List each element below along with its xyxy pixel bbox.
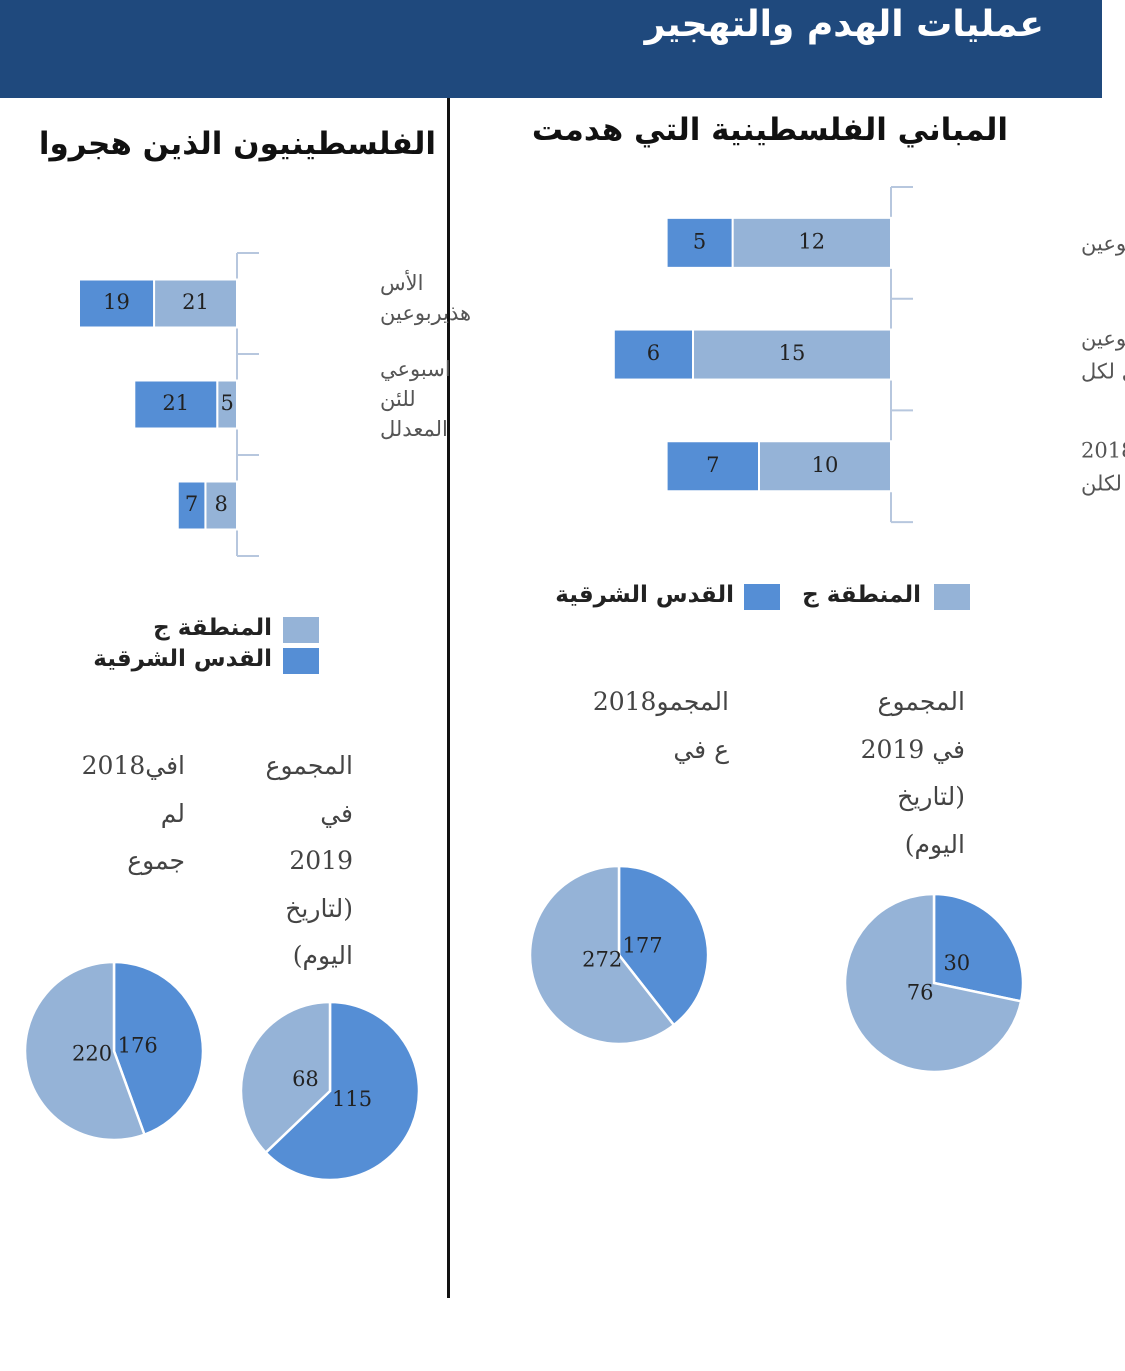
header-banner: عمليات الهدم والتهجير (0, 0, 1102, 98)
displaced-data-label: 21 (162, 391, 189, 415)
buildings-category-label: الماسبوعين (1081, 327, 1125, 352)
displaced-pie-2019-slice-label: 68 (292, 1067, 319, 1091)
displaced-pie-2018-slice-label: 220 (72, 1041, 112, 1065)
buildings-pie-2018-slice-label: 272 (582, 947, 622, 971)
displaced-data-label: 7 (185, 492, 198, 516)
buildings-section-title: المباني الفلسطينية التي هدمت (531, 112, 1008, 148)
displaced-pie-2019-slice (263, 1000, 421, 1182)
displaced-pie-2018-slice (112, 960, 205, 1137)
displaced-pie-2018-slice-label: 176 (118, 1033, 158, 1057)
legend-label-area-c-2: المنطقة ج (153, 615, 272, 641)
displaced-data-label: 21 (182, 290, 209, 314)
buildings-data-label: 12 (798, 229, 825, 253)
legend-swatch-east-jerusalem-2 (283, 648, 319, 674)
displaced-section-title: الفلسطينيون الذين هجروا (38, 126, 436, 162)
buildings-pie-2019-slice (932, 892, 1025, 1003)
buildings-category-label: عدل لكل (1081, 360, 1125, 384)
buildings-bar (612, 328, 694, 381)
buildings-data-label: 10 (812, 453, 839, 477)
displaced-pie-2018-slice (23, 960, 147, 1142)
buildings-data-label: 6 (647, 341, 660, 365)
buildings-data-label: 7 (706, 453, 719, 477)
buildings-pie-2019-slice-label: 76 (907, 981, 934, 1005)
buildings-category-label: المعدل لكلن (1081, 471, 1125, 496)
buildings-data-label: 5 (693, 229, 706, 253)
legend-label-east-jerusalem: القدس الشرقية (555, 582, 734, 608)
pie-label-buildings-2018: المجمو2018 ع في (592, 687, 729, 764)
legend-swatch-area-c (934, 584, 970, 610)
displaced-bar (153, 278, 238, 329)
buildings-pie-2018-slice-label: 177 (623, 933, 663, 957)
buildings-bar (665, 440, 760, 493)
pie-label-displaced-2019: المجموع في 2019 (لتاريخ اليوم) (265, 751, 353, 970)
pie-label-buildings-2019: المجموع في 2019 (لتاريخ اليوم) (860, 687, 965, 859)
buildings-data-label: 15 (779, 341, 806, 365)
buildings-bar (692, 328, 892, 381)
displaced-bar (176, 480, 207, 531)
displaced-category-label: هذيربوعين (380, 301, 471, 326)
legend-label-east-jerusalem-2: القدس الشرقية (93, 646, 272, 672)
displaced-data-label: 5 (220, 391, 233, 415)
displaced-category-label: اسبوعي (380, 357, 451, 382)
displaced-category-label: للئن (380, 387, 416, 412)
buildings-category-label: اسبوعي2018 (1081, 438, 1125, 463)
buildings-bar (665, 216, 734, 269)
legend-swatch-east-jerusalem (744, 584, 780, 610)
buildings-pie-2019-slice-label: 30 (943, 951, 970, 975)
displaced-data-label: 19 (103, 290, 130, 314)
page-title: عمليات الهدم والتهجير (644, 4, 1044, 45)
column-divider (447, 98, 450, 1298)
displaced-pie-2019-slice (239, 1000, 332, 1155)
displaced-category-label: المعدلل (380, 417, 448, 441)
buildings-category-label: ذين الأسبوعين (1081, 229, 1125, 256)
legend-label-area-c: المنطقة ج (802, 582, 921, 608)
buildings-pie-2018-slice (617, 864, 710, 1027)
displaced-bar (78, 278, 156, 329)
legend-swatch-area-c-2 (283, 617, 319, 643)
buildings-pie-2019-slice (843, 892, 1023, 1074)
displaced-data-label: 8 (215, 492, 228, 516)
buildings-bar (731, 216, 892, 269)
displaced-category-label: الأس (380, 269, 423, 296)
displaced-bar (133, 379, 219, 430)
buildings-pie-2018-slice (528, 864, 676, 1046)
displaced-pie-2019-slice-label: 115 (332, 1087, 372, 1111)
displaced-bar (204, 480, 238, 531)
pie-label-displaced-2018: افي2018 لم جموع (81, 751, 185, 875)
